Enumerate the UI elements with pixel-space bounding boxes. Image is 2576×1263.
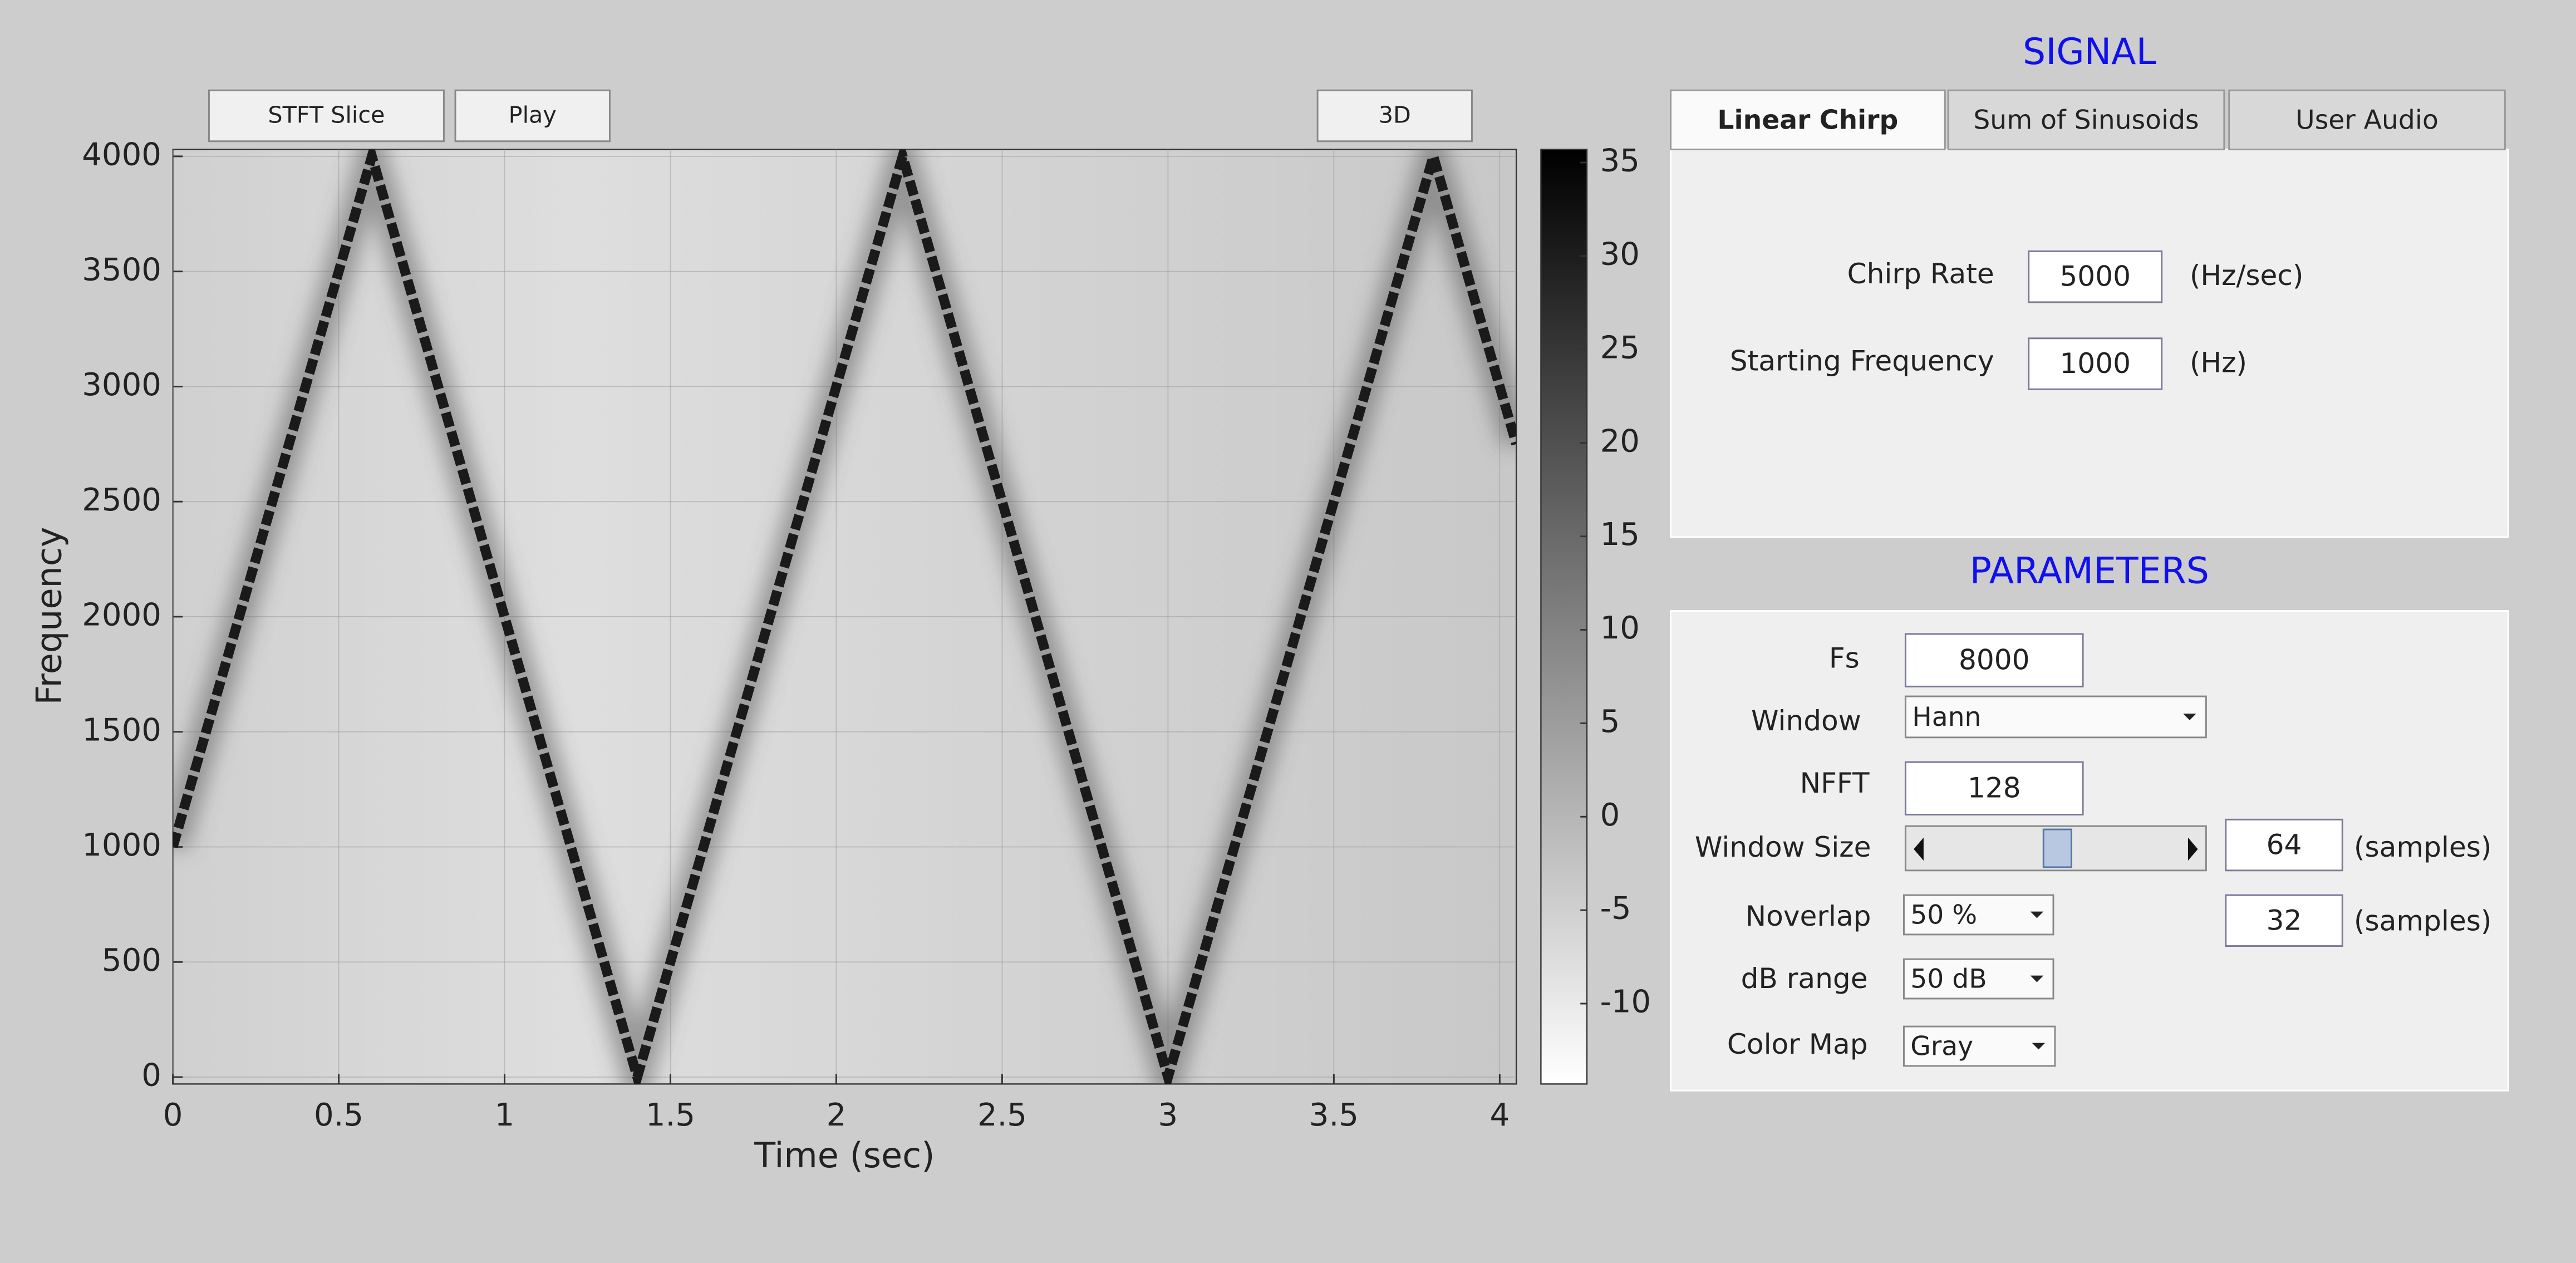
colorbar-tick-label: -5 [1600,891,1631,927]
colorbar-tick-label: 20 [1600,423,1640,459]
colorbar-tick-label: 5 [1600,704,1620,740]
x-tick-label: 0.5 [314,1097,363,1133]
colorbar-tick-label: 25 [1600,330,1640,366]
y-tick-label: 4000 [82,137,161,173]
dropdown-arrow[interactable] [2030,975,2044,982]
x-tick-label: 0 [163,1097,183,1133]
dropdown[interactable] [1902,894,2054,936]
input-value[interactable]: 32 [2267,903,2302,936]
y-tick-label: 3000 [82,367,161,403]
colorbar-tick-label: -10 [1600,984,1651,1020]
field-label: Noverlap [1746,900,1871,932]
input-value[interactable]: 64 [2267,828,2302,861]
x-tick-label: 1 [495,1097,515,1133]
x-tick-label: 2.5 [977,1097,1027,1133]
colorbar-tick-label: 15 [1600,517,1640,553]
button-label[interactable]: 3D [1379,101,1411,128]
button-label[interactable]: STFT Slice [268,101,385,128]
field-label: Fs [1829,642,1860,675]
tab-label[interactable]: Sum of Sinusoids [1973,105,2199,135]
y-tick-label: 1500 [82,712,161,748]
input-value[interactable]: 1000 [2059,347,2131,380]
button-label[interactable]: Play [509,101,557,128]
dropdown-arrow[interactable] [2032,1043,2046,1050]
button[interactable] [1316,89,1473,142]
field-label: Window Size [1695,830,1871,863]
y-tick-label: 500 [102,942,161,979]
slider-thumb[interactable] [2042,828,2072,868]
y-tick-label: 3500 [82,252,161,288]
y-tick-label: 2500 [82,482,161,518]
colorbar-tick-label: 35 [1600,143,1640,179]
input-value[interactable]: 8000 [1959,643,2030,676]
unit-label: (samples) [2354,830,2492,863]
colorbar [1540,149,1588,1085]
unit-label: (samples) [2354,905,2492,937]
input-box[interactable] [1904,633,2084,687]
slider-arrow[interactable] [1914,837,1924,861]
input-box[interactable] [2028,337,2163,390]
x-tick-label: 1.5 [646,1097,695,1133]
input-box[interactable] [1904,761,2084,815]
tab[interactable] [1947,89,2225,150]
colorbar-tick-label: 30 [1600,237,1640,273]
tab[interactable] [2228,89,2506,150]
y-tick-label: 0 [141,1058,161,1094]
input-value[interactable]: 5000 [2059,260,2131,293]
field-label: NFFT [1800,766,1870,799]
field-label: Window [1751,704,1861,737]
ridge-line [173,149,1517,1084]
unit-label: (Hz/sec) [2190,259,2304,292]
tab[interactable] [1670,89,1946,150]
colorbar-tick-label: 0 [1600,797,1620,833]
input-value[interactable]: 128 [1968,771,2021,804]
dropdown-value[interactable]: 50 dB [1910,964,1987,994]
x-tick-label: 3.5 [1309,1097,1359,1133]
dropdown-arrow[interactable] [2030,911,2044,918]
field-label: Chirp Rate [1847,257,1994,290]
slider-arrow[interactable] [2187,837,2198,861]
field-label: Starting Frequency [1730,345,1994,377]
dropdown-value[interactable]: Hann [1912,702,1981,733]
dropdown-value[interactable]: Gray [1910,1031,1973,1061]
dropdown-value[interactable]: 50 % [1910,900,1977,930]
x-tick-label: 2 [827,1097,847,1133]
dropdown-arrow[interactable] [2183,714,2196,720]
x-tick-label: 3 [1158,1097,1178,1133]
input-box[interactable] [2028,250,2163,303]
y-tick-label: 2000 [82,597,161,633]
unit-label: (Hz) [2190,346,2247,379]
dropdown[interactable] [1902,958,2054,1000]
tab-label[interactable]: User Audio [2295,105,2439,135]
y-tick-label: 1000 [82,827,161,863]
section-title: SIGNAL [2023,31,2156,73]
input-box[interactable] [2225,894,2343,947]
x-tick-label: 4 [1489,1097,1510,1133]
field-label: dB range [1741,962,1868,995]
dropdown[interactable] [1904,695,2207,739]
y-axis-label: Frequency [28,527,69,705]
dropdown[interactable] [1902,1025,2056,1067]
field-label: Color Map [1727,1028,1868,1060]
colorbar-tick-label: 10 [1600,610,1640,646]
input-box[interactable] [2225,818,2343,872]
x-axis-label: Time (sec) [754,1135,935,1176]
button[interactable] [208,89,445,142]
tab-label[interactable]: Linear Chirp [1717,105,1898,135]
button[interactable] [454,89,611,142]
section-title: PARAMETERS [1970,550,2209,592]
